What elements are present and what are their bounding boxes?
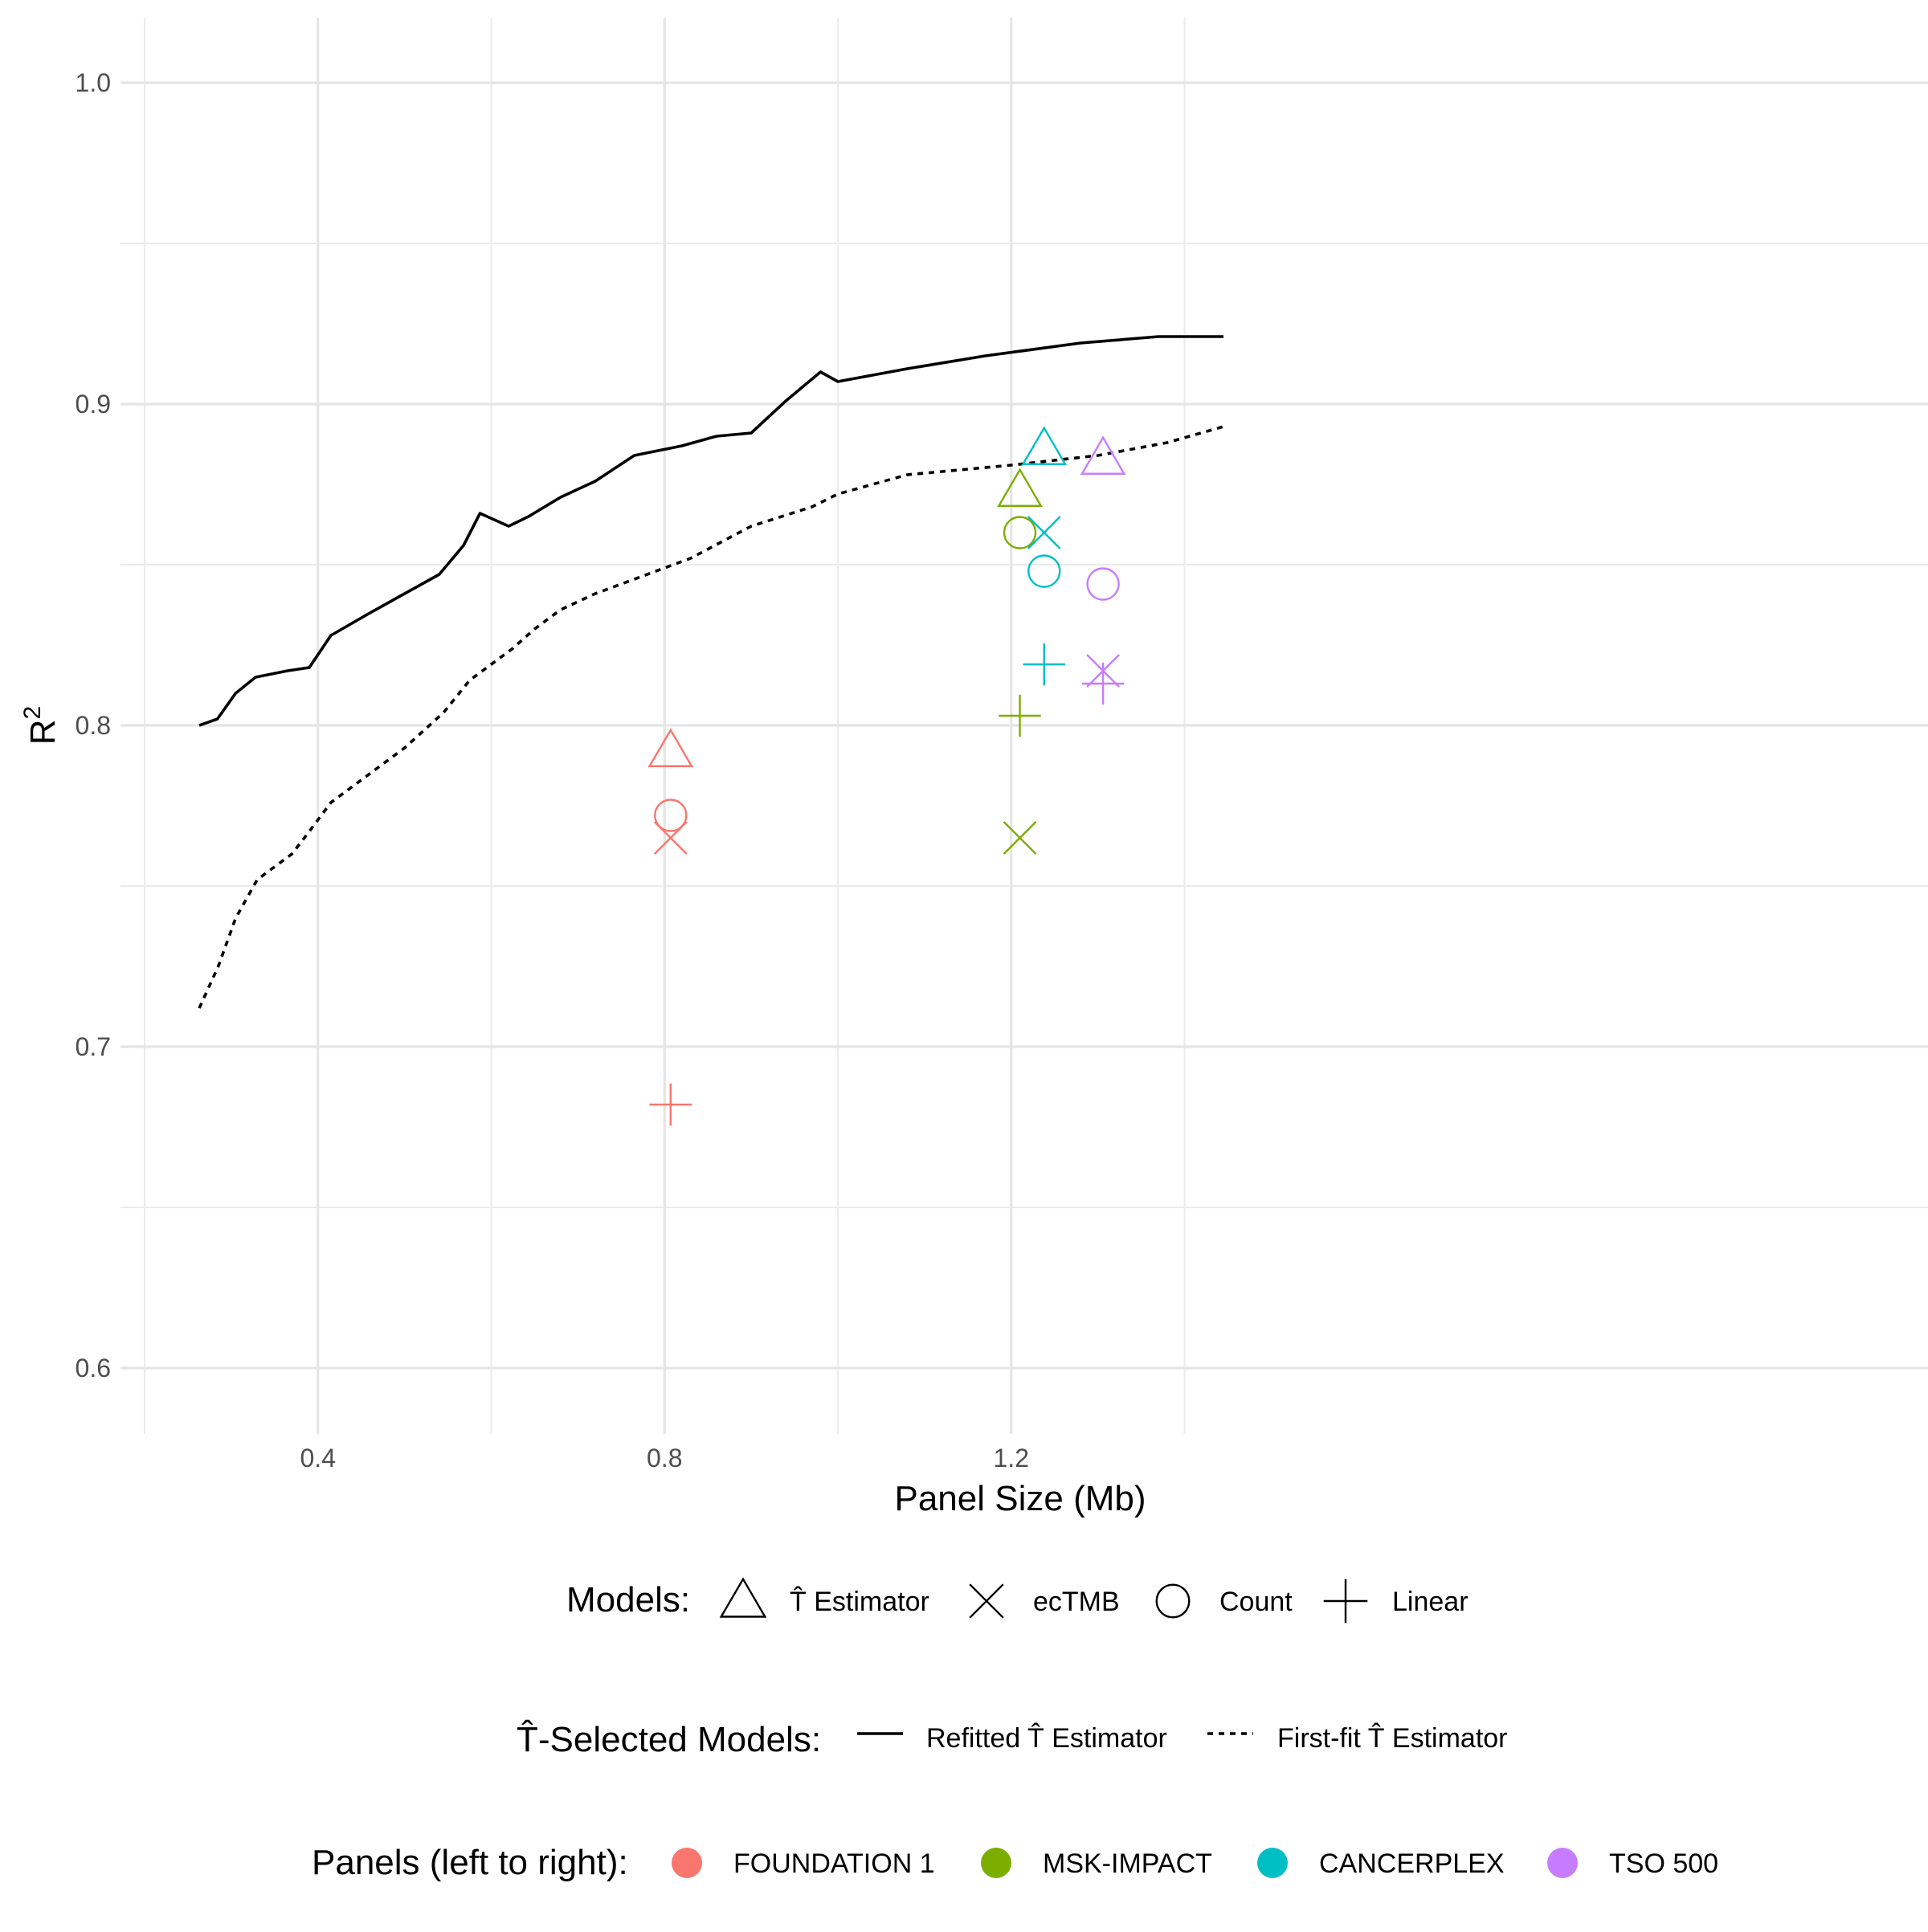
- y-axis-title-superscript: 2: [19, 706, 46, 720]
- legend-panel-label: TSO 500: [1609, 1848, 1718, 1879]
- data-point: [999, 694, 1041, 737]
- legend-selected-label: First-fit T̂ Estimator: [1277, 1722, 1508, 1754]
- legend-panels: Panels (left to right): FOUNDATION 1 MSK-…: [312, 1843, 1718, 1882]
- legend-model-label: Count: [1219, 1587, 1293, 1617]
- legend-panel-swatch-icon: [1257, 1848, 1288, 1878]
- x-tick-label: 0.8: [647, 1444, 682, 1472]
- legend-model-label: T̂ Estimator: [790, 1586, 929, 1617]
- y-tick-label: 0.6: [76, 1354, 111, 1383]
- data-point: [1021, 426, 1068, 465]
- point-layer: [647, 426, 1126, 1126]
- x-tick-label: 1.2: [994, 1444, 1029, 1472]
- data-point: [649, 1083, 692, 1126]
- data-point: [654, 799, 688, 832]
- data-point: [1027, 516, 1061, 549]
- grid-layer: [120, 18, 1928, 1434]
- legend-model-plus-icon: [1323, 1579, 1368, 1624]
- legend-selected: T̂-Selected Models: Refitted T̂ Estimato…: [517, 1719, 1508, 1759]
- legend-selected-label: Refitted T̂ Estimator: [926, 1722, 1167, 1754]
- legend-panel-swatch-icon: [672, 1848, 702, 1878]
- data-point: [1003, 516, 1037, 549]
- legend-panel-swatch-icon: [1547, 1848, 1578, 1878]
- x-tick-label: 0.4: [300, 1444, 336, 1472]
- legend-model-label: ecTMB: [1033, 1587, 1120, 1617]
- axis-layer: Panel Size (Mb) R2 0.4 0.8 1.2 0.6 0.7 0.8 0.9…: [19, 68, 1146, 1518]
- legend-panel-label: FOUNDATION 1: [733, 1848, 935, 1879]
- legend-panels-title: Panels (left to right):: [312, 1843, 628, 1882]
- legend-panel-label: CANCERPLEX: [1319, 1848, 1505, 1879]
- y-tick-label: 1.0: [76, 68, 111, 97]
- data-point: [1023, 643, 1065, 686]
- legend-selected-title: T̂-Selected Models:: [517, 1719, 821, 1759]
- y-tick-label: 0.8: [76, 711, 111, 740]
- data-point: [1081, 662, 1125, 705]
- legend-models: Models: T̂ Estimator ecTMB Count Linear: [566, 1577, 1468, 1624]
- legend-model-cross-icon: [969, 1583, 1004, 1619]
- y-axis-title: R2: [19, 706, 63, 745]
- y-tick-label: 0.9: [76, 390, 111, 419]
- x-axis-title: Panel Size (Mb): [894, 1479, 1146, 1518]
- line-layer: [198, 335, 1224, 1009]
- data-point: [1086, 567, 1120, 601]
- y-axis-title-base: R: [23, 719, 63, 745]
- data-point: [1003, 821, 1037, 855]
- legend-panel-swatch-icon: [981, 1848, 1011, 1878]
- data-point: [653, 821, 688, 855]
- first-fit-estimator-line: [198, 425, 1224, 1009]
- data-point: [647, 728, 694, 767]
- legend-models-title: Models:: [566, 1580, 690, 1620]
- legend-model-circle-icon: [1155, 1583, 1191, 1619]
- data-point: [1027, 554, 1061, 588]
- data-point: [997, 468, 1043, 507]
- y-tick-label: 0.7: [76, 1032, 111, 1061]
- legend-model-triangle-icon: [719, 1577, 767, 1618]
- data-point: [1080, 435, 1126, 475]
- refitted-estimator-line: [198, 335, 1223, 727]
- legend-panel-label: MSK-IMPACT: [1043, 1848, 1212, 1879]
- legend-model-label: Linear: [1392, 1587, 1468, 1617]
